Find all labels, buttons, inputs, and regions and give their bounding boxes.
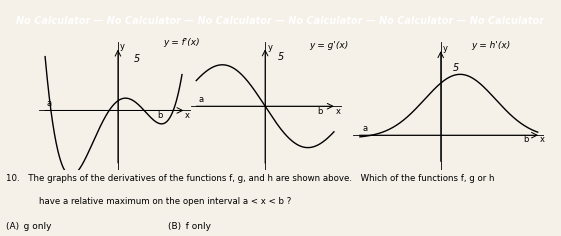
Text: have a relative maximum on the open interval a < x < b ?: have a relative maximum on the open inte… [39,197,292,206]
Text: (B) f only: (B) f only [168,222,211,231]
Text: y: y [267,43,272,52]
Text: x: x [335,107,341,116]
Text: b: b [318,107,323,116]
Text: 5: 5 [453,63,459,73]
Text: y: y [443,44,448,53]
Text: y: y [120,42,125,51]
Text: a: a [362,123,367,133]
Text: x: x [185,111,190,120]
Text: 5: 5 [134,54,140,63]
Text: b: b [157,111,163,120]
Text: No Calculator — No Calculator — No Calculator — No Calculator — No Calculator — : No Calculator — No Calculator — No Calcu… [16,16,545,26]
Text: (A) g only: (A) g only [6,222,51,231]
Text: 10. The graphs of the derivatives of the functions f, g, and h are shown above. : 10. The graphs of the derivatives of the… [6,174,494,183]
Text: a: a [199,95,204,104]
Text: y = g'(x): y = g'(x) [309,41,348,50]
Text: y = h'(x): y = h'(x) [472,41,511,50]
Text: b: b [523,135,528,144]
Text: a: a [47,99,52,108]
Text: 5: 5 [278,52,284,62]
Text: y = f'(x): y = f'(x) [163,38,200,47]
Text: x: x [539,135,544,144]
